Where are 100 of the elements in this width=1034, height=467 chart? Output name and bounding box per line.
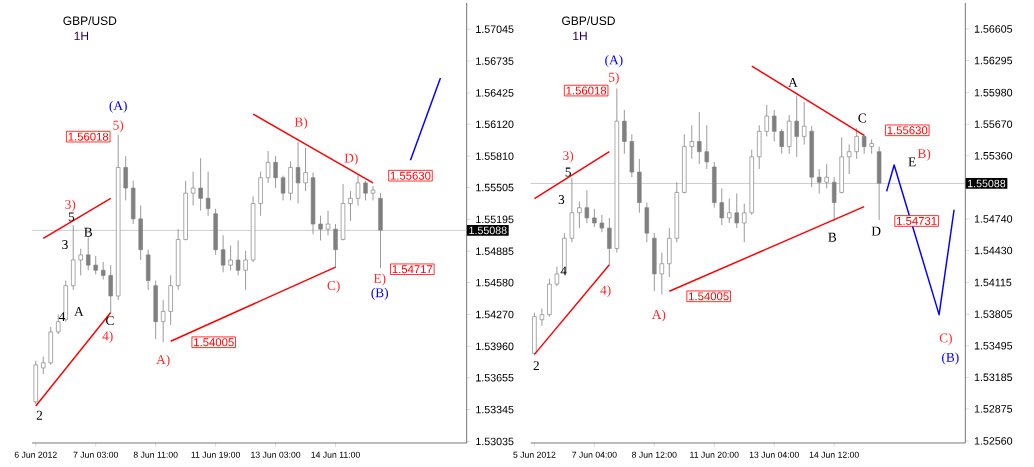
candlestick [861,133,867,155]
annotation: 1.54005 [194,338,234,347]
x-tick-label: 5 Jun 2012 [513,451,556,458]
x-tick-label: 11 Jun 19:00 [191,451,240,458]
y-tick-label: 1.55360 [974,151,1013,160]
annotation: B [828,232,837,242]
annotation: (B) [942,352,959,365]
y-tick-label: 1.53185 [974,373,1013,382]
candlestick [93,255,98,275]
candlestick [303,147,308,192]
y-tick-label: 1.56295 [974,56,1013,65]
candlestick [697,111,702,165]
y-tick-label: 1.57045 [476,25,514,33]
candlestick [607,217,612,266]
annotation: E) [373,273,386,286]
y-tick-label: 1.55810 [476,152,514,160]
candlestick [86,236,91,271]
y-tick-label: 1.53345 [476,405,514,414]
annotation: 1.54731 [896,216,937,225]
annotation: 1.55630 [887,126,928,135]
y-tick-label: 1.54885 [476,247,514,256]
y-tick-label: 1.52560 [974,437,1013,445]
y-tick-label: 1.54740 [974,215,1013,223]
annotation: C [106,316,114,326]
annotation: D) [344,153,358,166]
y-tick-label: 1.54430 [974,246,1013,255]
candlestick [734,193,739,229]
annotation: E [908,157,916,167]
annotation: B [84,227,93,237]
annotation: 1.54005 [689,292,729,301]
candlestick [295,141,301,204]
text: GBP/USD [63,16,117,25]
text: GBP/USD [562,16,615,25]
y-tick-label: 1.53960 [476,342,514,351]
text: 1H [74,31,89,41]
annotation: 5) [609,72,619,85]
ref-line-label: 1.55088 [968,179,1006,188]
x-tick-label: 11 Jun 20:00 [690,451,739,458]
candlestick [265,150,271,184]
annotation: 5 [565,167,571,177]
candlestick [318,215,323,241]
candlestick [577,201,582,229]
y-tick-label: 1.55505 [476,183,514,192]
annotation: B) [917,148,931,161]
y-tick-label: 1.52875 [974,405,1013,413]
x-tick-label: 14 Jun 11:00 [311,451,360,458]
candlestick [108,264,113,313]
y-tick-label: 1.56120 [476,120,514,129]
candlestick [584,190,590,224]
candlestick [824,163,829,189]
candlestick [592,208,597,228]
candlestick [659,252,665,295]
candlestick [719,187,724,226]
candlestick [846,144,852,175]
candlestick [123,155,128,201]
x-tick-label: 8 Jun 12:00 [632,451,677,458]
y-tick-label: 1.53495 [974,341,1013,350]
candlestick [554,266,560,287]
candlestick [280,175,286,201]
annotation: A) [156,354,170,367]
annotation: 4 [560,266,567,276]
ref-line-label: 1.55088 [469,226,507,235]
x-tick-label: 7 Jun 04:00 [572,451,617,458]
annotation: D [871,226,881,236]
candlestick [56,314,61,335]
candlestick [764,104,769,137]
candlestick [235,240,241,276]
annotation: A [74,307,84,316]
annotation: B) [294,117,308,130]
annotation: A [788,78,798,87]
annotation: 3 [558,195,565,205]
candlestick [243,250,248,291]
candlestick [198,157,203,212]
y-tick-label: 1.56425 [476,89,514,97]
candlestick [363,180,368,201]
candlestick [190,171,196,206]
annotation: 3) [65,199,76,212]
y-tick-label: 1.56735 [476,57,514,65]
annotation: 1.56018 [566,86,607,95]
candlestick [622,109,627,155]
y-tick-label: 1.55670 [974,120,1013,128]
candlestick [854,127,859,160]
annotation: C) [939,333,952,346]
annotation: 4 [58,312,66,321]
annotation: A) [651,309,666,322]
annotation: 1.55630 [390,171,431,180]
candlestick [539,308,545,327]
candlestick [794,95,799,158]
annotation: 4) [102,331,113,344]
candlestick [704,124,709,170]
candlestick [869,139,874,155]
y-tick-label: 1.56605 [974,25,1013,33]
x-tick-label: 6 Jun 2012 [14,451,57,458]
candlestick [78,248,83,276]
annotation: C [858,113,866,123]
annotation: C) [327,280,340,293]
annotation: (A) [109,100,127,113]
annotation: 2 [36,410,43,420]
candlestick [772,109,777,142]
candlestick [727,198,732,224]
